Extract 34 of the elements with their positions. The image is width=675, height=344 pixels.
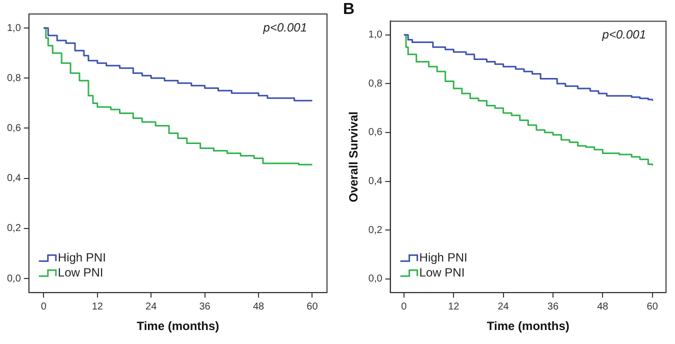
y-tick-label: 0,0 (6, 273, 22, 284)
y-tick-label: 0,2 (6, 223, 22, 234)
x-tick-label: 24 (146, 301, 158, 312)
y-tick-label: 1,0 (6, 22, 22, 34)
y-tick-label: 0,6 (368, 127, 383, 138)
x-tick-label: 36 (199, 301, 211, 312)
x-tick-label: 60 (306, 301, 318, 312)
x-tick-label: 0 (40, 301, 47, 312)
y-axis-title: Overall Survival (346, 112, 361, 202)
y-tick-label: 0,4 (6, 173, 22, 184)
y-tick-label: 0,8 (368, 78, 383, 90)
x-tick-label: 48 (252, 301, 265, 312)
x-tick-label: 24 (498, 301, 510, 312)
y-tick-label: 0,6 (6, 122, 22, 134)
x-tick-label: 12 (92, 301, 104, 312)
x-axis-title: Time (months) (486, 319, 570, 334)
annotation: p<0.001 (601, 28, 646, 42)
x-tick-label: 48 (597, 301, 609, 312)
chart-title: B (343, 1, 355, 18)
legend-label: High PNI (58, 250, 106, 264)
x-tick-label: 0 (401, 301, 408, 312)
x-tick-label: 12 (448, 301, 460, 312)
x-tick-label: 36 (547, 301, 559, 312)
y-tick-label: 0,8 (6, 72, 22, 84)
annotation: p<0.001 (262, 20, 307, 34)
y-tick-label: 0,0 (368, 274, 383, 285)
legend-label: High PNI (419, 250, 468, 264)
x-tick-label: 60 (646, 301, 658, 312)
legend-label: Low PNI (419, 265, 465, 280)
x-axis-title: Time (months) (136, 319, 220, 334)
y-tick-label: 0,2 (368, 224, 383, 236)
y-tick-label: 0,4 (368, 176, 383, 188)
legend-label: Low PNI (58, 265, 104, 280)
y-tick-label: 1,0 (368, 30, 383, 41)
